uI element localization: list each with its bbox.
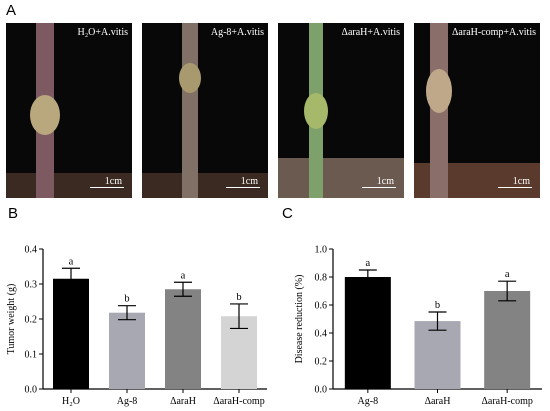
- panel-letter-a: A: [6, 2, 17, 19]
- scale-bar: [90, 187, 124, 188]
- y-tick-label: 1.0: [315, 245, 328, 256]
- y-tick-label: 0.3: [25, 280, 38, 291]
- x-tick-label: Ag-8: [117, 396, 138, 407]
- panel-letter-b: B: [8, 205, 19, 222]
- scale-bar: [362, 187, 396, 188]
- x-tick-label: H₂O: [62, 396, 80, 407]
- photo-label: ΔaraH+A.vitis: [341, 27, 400, 38]
- significance-label: b: [124, 294, 129, 305]
- tumor-gall: [426, 69, 452, 113]
- significance-label: a: [505, 269, 510, 280]
- y-tick-label: 0.4: [315, 329, 328, 340]
- stem-graphic: [6, 23, 132, 198]
- y-tick-label: 0.8: [315, 273, 328, 284]
- bar: [109, 312, 145, 389]
- scale-label: 1cm: [104, 176, 122, 187]
- x-tick-label: ΔaraH: [170, 396, 196, 407]
- tumor-weight-chart: 0.0 0.1 0.2 0.3 0.4 Tumor weight (g) a H₂O b Ag-8…: [0, 232, 275, 411]
- y-tick-label: 0.0: [25, 385, 38, 396]
- scale-label: 1cm: [240, 176, 258, 187]
- significance-label: b: [435, 300, 440, 311]
- bar: [484, 291, 531, 389]
- scale-label: 1cm: [376, 176, 394, 187]
- photo-arah: ΔaraH+A.vitis 1cm: [278, 23, 404, 198]
- x-tick-label: Ag-8: [358, 396, 379, 407]
- panel-letter-c: C: [282, 205, 293, 222]
- bar: [165, 289, 201, 389]
- y-tick-label: 0.1: [25, 350, 38, 361]
- x-tick-label: ΔaraH-comp: [481, 396, 532, 407]
- y-axis-label: Tumor weight (g): [6, 284, 17, 355]
- photo-arah-comp: ΔaraH-comp+A.vitis 1cm: [414, 23, 540, 198]
- bar: [344, 277, 391, 389]
- significance-label: b: [236, 292, 241, 303]
- x-tick-label: ΔaraH: [425, 396, 451, 407]
- stem-graphic: [414, 23, 540, 198]
- photo-ag8: Ag-8+A.vitis 1cm: [142, 23, 268, 198]
- scale-label: 1cm: [512, 176, 530, 187]
- tumor-gall: [30, 95, 60, 135]
- y-tick-label: 0.6: [315, 301, 328, 312]
- scale-bar: [498, 187, 532, 188]
- stem-shape: [182, 23, 198, 198]
- photo-label: ΔaraH-comp+A.vitis: [452, 27, 536, 38]
- stem-graphic: [278, 23, 404, 198]
- y-axis-label: Disease reduction (%): [294, 275, 305, 364]
- significance-label: a: [181, 270, 186, 281]
- y-tick-label: 0.0: [315, 385, 328, 396]
- photo-h2o: H₂O+A.vitis 1cm: [6, 23, 132, 198]
- bar: [53, 278, 89, 389]
- photo-label: Ag-8+A.vitis: [210, 27, 264, 38]
- y-tick-label: 0.4: [25, 245, 38, 256]
- tumor-gall: [304, 93, 328, 129]
- disease-reduction-chart: 0.0 0.2 0.4 0.6 0.8 1.0 Disease reduction (%) a…: [275, 232, 550, 411]
- tumor-gall: [179, 63, 201, 93]
- tumor-weight-chart-svg: 0.0 0.1 0.2 0.3 0.4 Tumor weight (g) a H₂O b Ag-8…: [6, 245, 267, 407]
- significance-label: a: [365, 258, 370, 269]
- scale-bar: [226, 187, 260, 188]
- photo-label: H₂O+A.vitis: [77, 27, 128, 38]
- stem-graphic: [142, 23, 268, 198]
- disease-reduction-chart-svg: 0.0 0.2 0.4 0.6 0.8 1.0 Disease reduction (%) a…: [294, 245, 542, 407]
- significance-label: a: [69, 256, 74, 267]
- bar: [414, 321, 461, 389]
- y-tick-label: 0.2: [25, 315, 38, 326]
- x-tick-label: ΔaraH-comp: [213, 396, 264, 407]
- y-tick-label: 0.2: [315, 357, 328, 368]
